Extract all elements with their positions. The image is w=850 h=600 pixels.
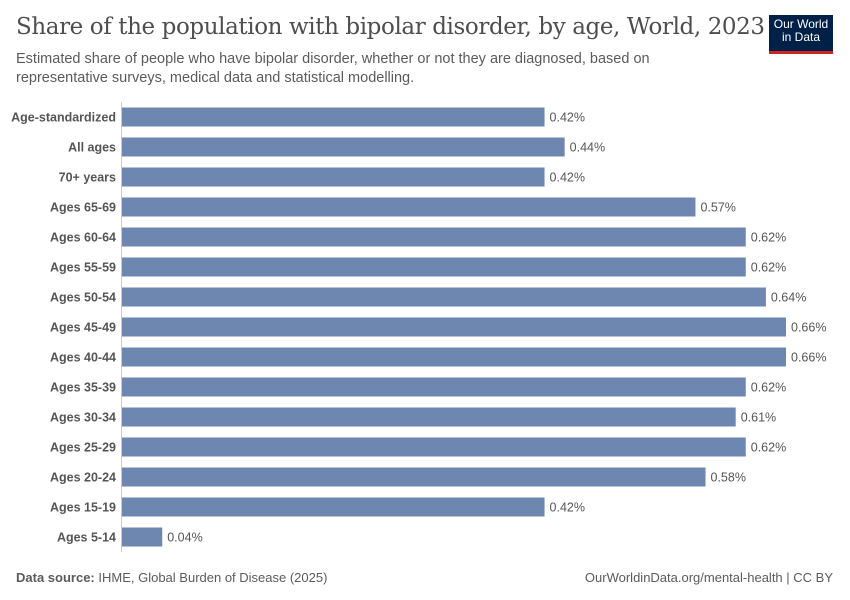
category-label: Ages 55-59 xyxy=(50,261,116,275)
footer-link[interactable]: OurWorldinData.org/mental-health | CC BY xyxy=(584,570,833,585)
category-label: Age-standardized xyxy=(11,111,116,125)
bar[interactable] xyxy=(122,137,565,157)
value-label: 0.58% xyxy=(711,471,746,485)
bar[interactable] xyxy=(122,227,746,247)
category-label: Ages 5-14 xyxy=(57,531,116,545)
value-label: 0.61% xyxy=(741,411,776,425)
bar-chart: Age-standardized 0.42% All ages 0.44% 70+ ye… xyxy=(11,102,826,552)
value-label: 0.42% xyxy=(550,501,585,515)
category-label: Ages 35-39 xyxy=(50,381,116,395)
value-label: 0.62% xyxy=(751,231,786,245)
category-label: Ages 25-29 xyxy=(50,441,116,455)
category-label: Ages 50-54 xyxy=(50,291,116,305)
category-label: Ages 65-69 xyxy=(50,201,116,215)
category-label: Ages 60-64 xyxy=(50,231,116,245)
value-label: 0.42% xyxy=(550,171,585,185)
value-label: 0.04% xyxy=(167,531,202,545)
category-label: Ages 40-44 xyxy=(50,351,116,365)
bar[interactable] xyxy=(122,347,786,367)
category-label: Ages 15-19 xyxy=(50,501,116,515)
bar[interactable] xyxy=(122,377,746,397)
bar[interactable] xyxy=(122,407,736,427)
value-label: 0.66% xyxy=(791,351,826,365)
category-label: Ages 20-24 xyxy=(50,471,116,485)
bar[interactable] xyxy=(122,287,766,307)
category-label: All ages xyxy=(68,141,116,155)
bar[interactable] xyxy=(122,317,786,337)
value-label: 0.57% xyxy=(700,201,735,215)
bar[interactable] xyxy=(122,167,545,187)
data-source: Data source: IHME, Global Burden of Dise… xyxy=(16,570,327,585)
bar[interactable] xyxy=(122,527,163,547)
source-text[interactable]: IHME, Global Burden of Disease (2025) xyxy=(98,570,328,585)
value-label: 0.62% xyxy=(751,261,786,275)
bar[interactable] xyxy=(122,257,746,277)
owid-logo[interactable]: Our World in Data xyxy=(769,15,833,54)
bar[interactable] xyxy=(122,437,746,457)
bar[interactable] xyxy=(122,107,545,127)
bar[interactable] xyxy=(122,497,545,517)
chart-subtitle: Estimated share of people who have bipol… xyxy=(16,51,650,86)
value-label: 0.66% xyxy=(791,321,826,335)
category-label: Ages 45-49 xyxy=(50,321,116,335)
value-label: 0.44% xyxy=(570,141,605,155)
category-label: Ages 30-34 xyxy=(50,411,116,425)
source-label: Data source: xyxy=(16,570,95,585)
bar[interactable] xyxy=(122,467,706,487)
value-label: 0.62% xyxy=(751,381,786,395)
value-label: 0.62% xyxy=(751,441,786,455)
bar[interactable] xyxy=(122,197,696,217)
category-label: 70+ years xyxy=(59,171,116,185)
value-label: 0.42% xyxy=(550,111,585,125)
value-label: 0.64% xyxy=(771,291,806,305)
chart-title: Share of the population with bipolar dis… xyxy=(16,14,765,40)
